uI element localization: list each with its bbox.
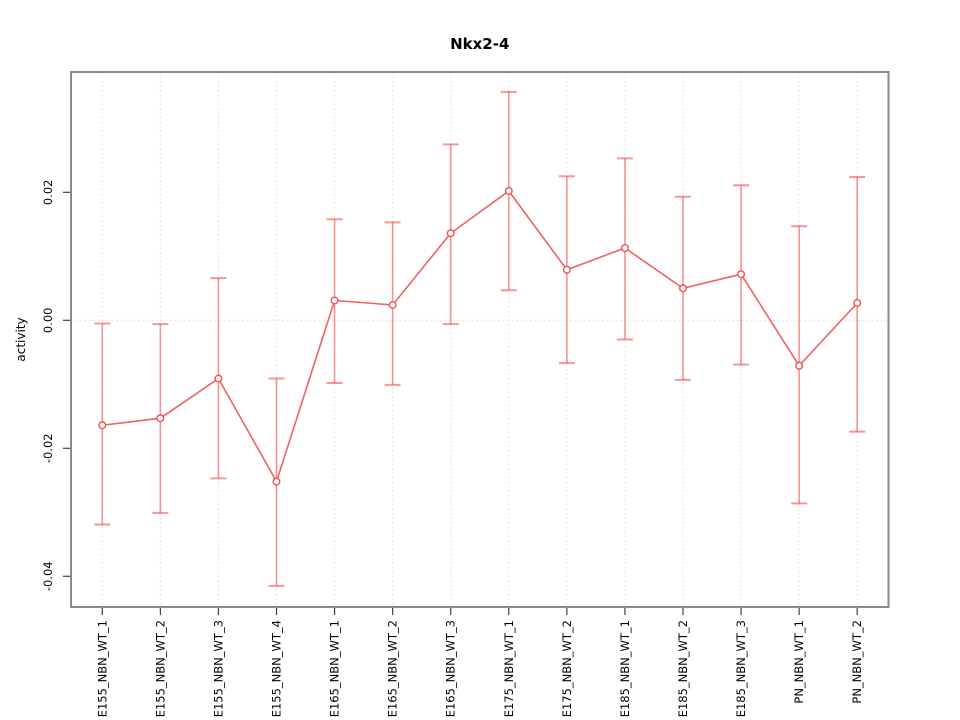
chart-title: Nkx2-4 <box>450 35 509 53</box>
y-tick-label: 0.02 <box>41 180 55 206</box>
gridlines-layer <box>71 72 889 607</box>
x-tick-label: E155_NBN_WT_4 <box>270 620 284 717</box>
x-tick-label: E155_NBN_WT_3 <box>211 620 225 717</box>
data-point-marker <box>388 300 397 309</box>
x-tick-label: E185_NBN_WT_2 <box>676 620 690 717</box>
data-point-marker <box>737 270 746 279</box>
data-point-marker <box>156 414 165 423</box>
data-point-marker <box>214 374 223 383</box>
data-point-marker <box>678 284 687 293</box>
plot-area-border <box>70 71 890 608</box>
y-tick-label: -0.02 <box>41 433 55 463</box>
x-tick-label: PN_NBN_WT_1 <box>792 620 806 704</box>
x-tick-label: E165_NBN_WT_3 <box>444 620 458 717</box>
x-tick-label: E155_NBN_WT_2 <box>153 620 167 717</box>
x-tick-label: E185_NBN_WT_3 <box>734 620 748 717</box>
y-tick-label: 0.00 <box>41 307 55 333</box>
data-point-marker <box>795 361 804 370</box>
series-line <box>102 189 858 484</box>
data-point-marker <box>853 299 862 308</box>
x-tick-label: E165_NBN_WT_1 <box>328 620 342 717</box>
x-tick-label: E175_NBN_WT_2 <box>560 620 574 717</box>
y-axis-label: activity <box>14 317 28 361</box>
x-tick-label: E185_NBN_WT_1 <box>618 620 632 717</box>
data-point-marker <box>504 187 513 196</box>
data-layer <box>94 90 866 587</box>
data-point-marker <box>98 421 107 430</box>
data-point-marker <box>620 243 629 252</box>
x-tick-label: PN_NBN_WT_2 <box>850 620 864 704</box>
data-point-marker <box>562 265 571 274</box>
x-tick-label: E165_NBN_WT_2 <box>386 620 400 717</box>
axes-layer: E155_NBN_WT_1 E155_NBN_WT_2 E155_NBN_WT_3 E… <box>41 180 864 718</box>
data-point-marker <box>446 229 455 238</box>
y-tick-label: -0.04 <box>41 561 55 591</box>
data-point-marker <box>330 296 339 305</box>
data-point-marker <box>272 477 281 486</box>
x-tick-label: E155_NBN_WT_1 <box>95 620 109 717</box>
x-tick-label: E175_NBN_WT_1 <box>502 620 516 717</box>
